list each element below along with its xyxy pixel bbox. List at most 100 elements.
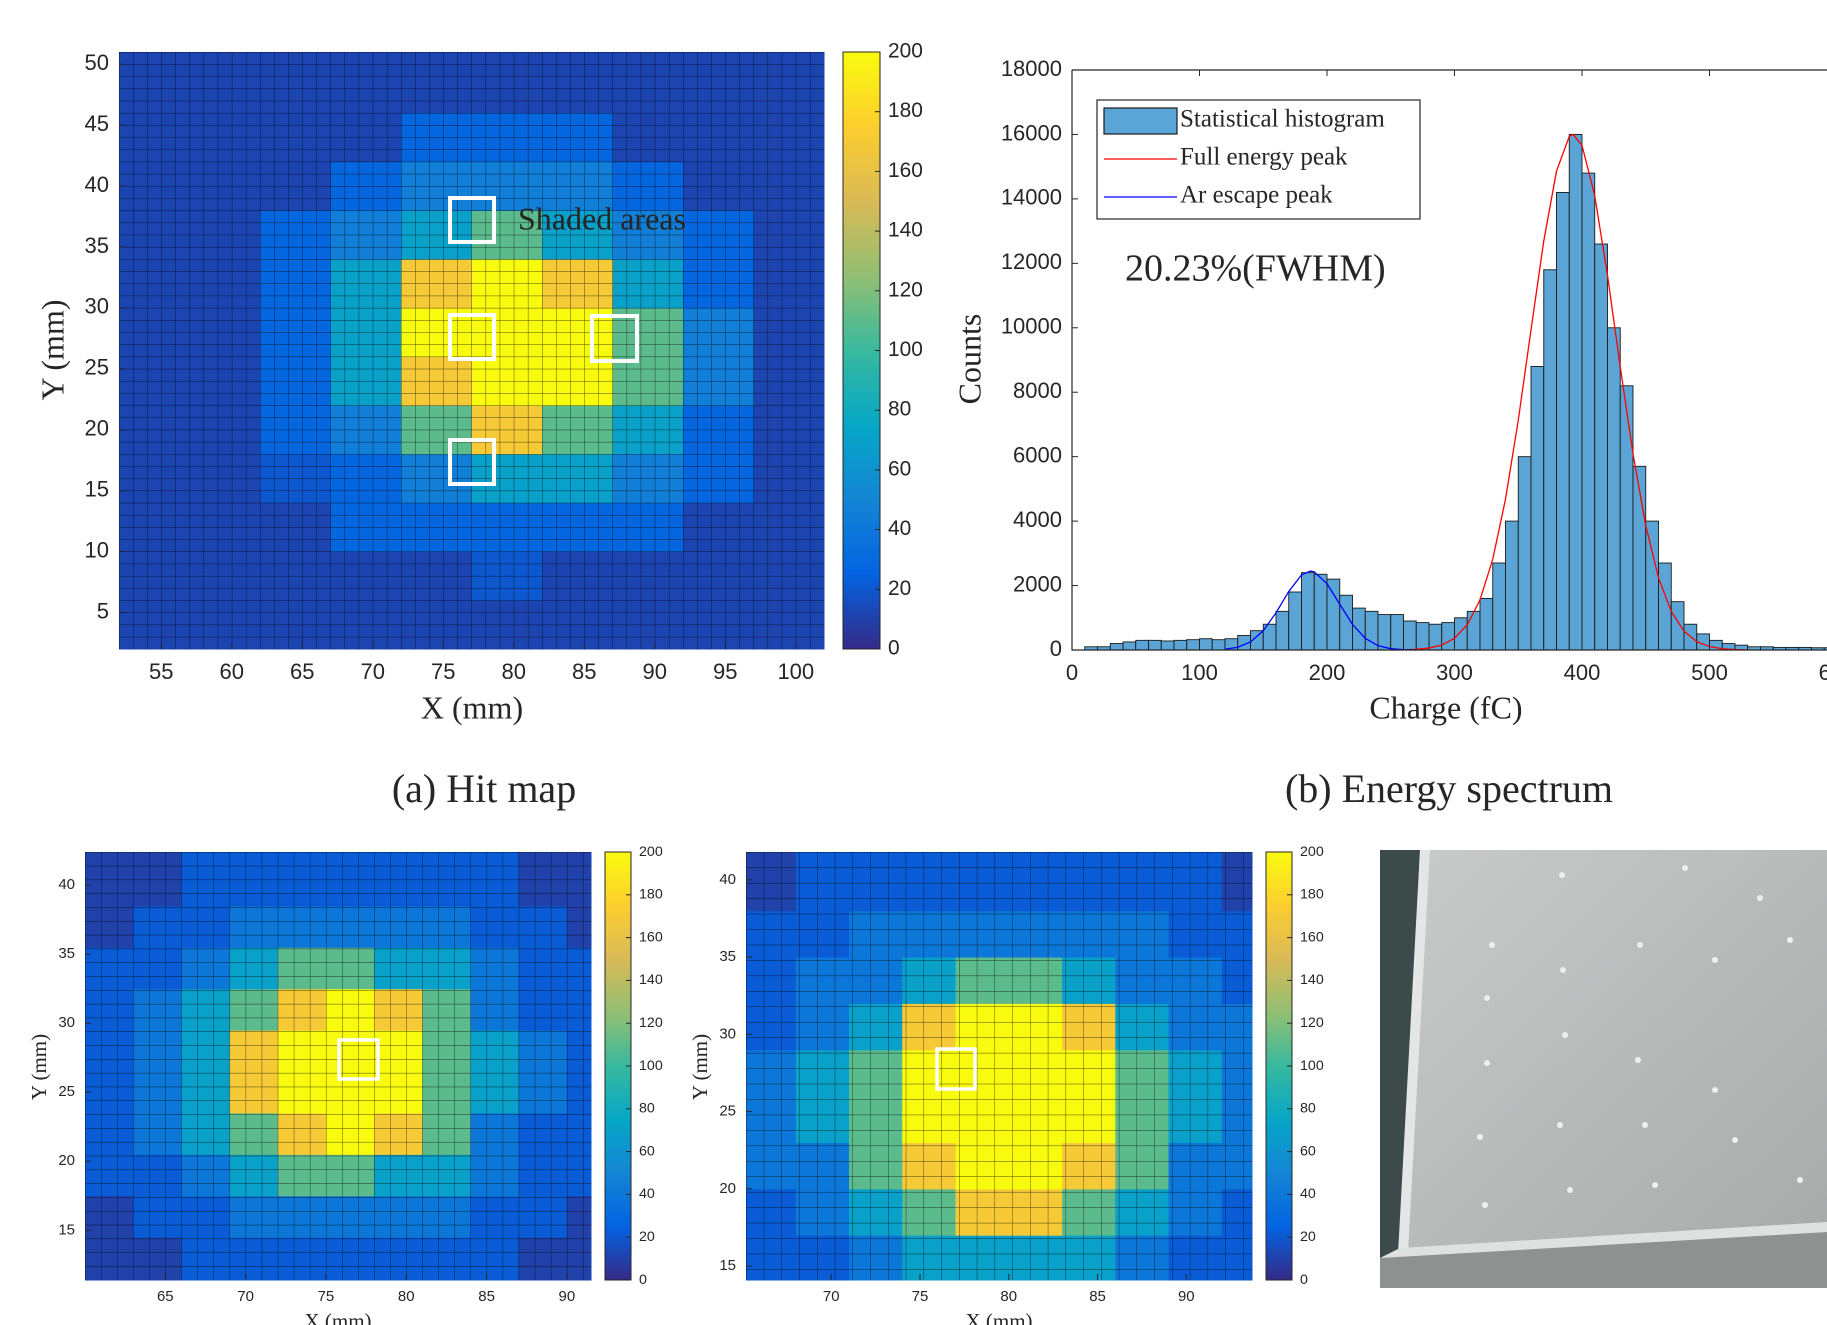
x-tick-label: 400 <box>1564 660 1601 685</box>
x-tick-label: 60 <box>220 659 244 684</box>
x-tick-label: 90 <box>559 1288 576 1305</box>
bar <box>1390 614 1404 651</box>
y-tick-label: 15 <box>85 476 109 501</box>
y-tick-label: 10 <box>85 537 109 562</box>
x-tick-label: 90 <box>643 659 667 684</box>
y-tick-label: 4000 <box>1013 507 1062 532</box>
colorbar-tick-label: 80 <box>1300 1101 1316 1117</box>
x-tick-label: 70 <box>823 1288 840 1305</box>
x-tick-label: 500 <box>1691 660 1728 685</box>
bar <box>1301 572 1315 651</box>
photo-holes <box>1477 865 1803 1208</box>
x-tick-label: 200 <box>1309 660 1346 685</box>
bar <box>1415 622 1430 651</box>
bar <box>1543 269 1557 651</box>
bar <box>1568 133 1583 651</box>
shaded-area-box <box>337 1038 380 1081</box>
legend-swatch <box>1103 107 1178 135</box>
fit-line <box>1224 570 1417 651</box>
colorbar-tick-label: 140 <box>1300 972 1324 988</box>
colorbar-tick-label: 160 <box>1300 929 1324 945</box>
bar <box>1556 191 1570 651</box>
x-tick-label: 70 <box>361 659 385 684</box>
x-tick-label: 75 <box>912 1288 929 1305</box>
annotation: Shaded areas <box>518 200 686 236</box>
colorbar-tick-label: 40 <box>888 517 911 540</box>
bar <box>1530 365 1545 651</box>
caption: (b) Energy spectrum <box>1285 766 1613 811</box>
colorbar-tick-label: 160 <box>888 159 923 182</box>
y-tick-label: 30 <box>719 1025 736 1042</box>
bar <box>1288 591 1302 651</box>
shaded-area-box <box>448 196 496 244</box>
y-axis-label: Y (mm) <box>34 299 70 400</box>
colorbar-tick-label: 60 <box>888 457 911 480</box>
colorbar-tick-label: 180 <box>1300 887 1324 903</box>
bar <box>1275 610 1290 651</box>
x-axis-label: X (mm) <box>304 1309 371 1325</box>
x-tick-label: 80 <box>502 659 526 684</box>
bar <box>1377 614 1392 651</box>
colorbar-tick-label: 100 <box>639 1058 663 1074</box>
y-tick-label: 25 <box>85 355 109 380</box>
bar <box>1454 617 1468 651</box>
x-axis-label: X (mm) <box>965 1309 1032 1325</box>
colorbar-tick-label: 180 <box>888 99 923 122</box>
y-tick-label: 15 <box>58 1221 75 1238</box>
bar <box>1199 638 1213 651</box>
y-tick-label: 20 <box>719 1180 736 1197</box>
bar <box>1160 640 1175 651</box>
x-tick-label: 85 <box>1089 1288 1106 1305</box>
caption: (a) Hit map <box>392 766 576 811</box>
shaded-area-box <box>935 1047 977 1091</box>
bar <box>1607 327 1621 651</box>
x-axis-label: X (mm) <box>421 689 523 725</box>
y-tick-label: 25 <box>719 1103 736 1120</box>
bar <box>1352 607 1366 651</box>
x-tick-label: 600 <box>1819 660 1827 685</box>
bar <box>1186 639 1200 651</box>
colorbar-tick-label: 60 <box>639 1143 655 1159</box>
legend-label: Full energy peak <box>1180 144 1348 171</box>
y-tick-label: 18000 <box>1001 56 1062 81</box>
x-axis-label: Charge (fC) <box>1369 689 1522 725</box>
x-tick-label: 75 <box>431 659 455 684</box>
x-tick-label: 80 <box>398 1288 415 1305</box>
y-tick-label: 30 <box>58 1014 75 1031</box>
pixel-grid <box>746 852 1252 1280</box>
colorbar-tick-label: 140 <box>888 219 923 242</box>
y-tick-label: 25 <box>58 1083 75 1100</box>
colorbar-tick-label: 80 <box>888 398 911 421</box>
shaded-area-box <box>448 438 496 486</box>
bar <box>1441 622 1455 651</box>
annotation: 20.23%(FWHM) <box>1125 248 1386 290</box>
bar <box>1823 647 1827 651</box>
bar <box>1122 641 1137 651</box>
colorbar-tick-label: 60 <box>1300 1143 1316 1159</box>
colorbar-tick-label: 20 <box>639 1229 655 1245</box>
bar <box>1135 639 1149 651</box>
bar <box>1670 601 1685 651</box>
colorbar-tick-label: 120 <box>888 278 923 301</box>
y-tick-label: 10000 <box>1001 314 1062 339</box>
bar <box>1505 520 1519 651</box>
x-tick-label: 90 <box>1178 1288 1195 1305</box>
colorbar-tick-label: 40 <box>639 1186 655 1202</box>
pixel-grid <box>119 52 824 649</box>
x-tick-label: 85 <box>478 1288 495 1305</box>
x-tick-label: 80 <box>1000 1288 1017 1305</box>
y-tick-label: 2000 <box>1013 571 1062 596</box>
x-tick-label: 100 <box>1181 660 1218 685</box>
x-tick-label: 95 <box>713 659 737 684</box>
x-tick-label: 70 <box>237 1288 254 1305</box>
bar <box>1109 643 1124 651</box>
y-tick-label: 40 <box>85 172 109 197</box>
colorbar-tick-label: 200 <box>639 844 663 860</box>
bar <box>1581 172 1596 651</box>
x-tick-label: 65 <box>157 1288 174 1305</box>
legend-label: Statistical histogram <box>1180 106 1385 133</box>
colorbar-tick-label: 80 <box>639 1101 655 1117</box>
colorbar-tick-label: 120 <box>639 1015 663 1031</box>
y-tick-label: 50 <box>85 50 109 75</box>
